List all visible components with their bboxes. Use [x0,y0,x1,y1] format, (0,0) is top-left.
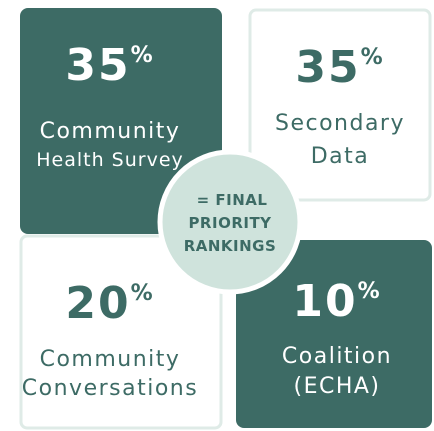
label: Community [40,119,181,144]
percent: 35% [65,40,154,91]
panel-box [236,240,432,428]
label: Secondary [275,111,405,136]
percent: 10% [292,276,381,327]
center-circle [157,149,303,295]
panel-box [20,8,222,234]
label: Community [40,347,181,372]
label: Conversations [22,376,198,401]
center-text: RANKINGS [184,237,277,255]
label: Health Survey [36,149,184,171]
label: Coalition [282,344,392,369]
percent: 20% [65,278,154,329]
percent: 35% [295,42,384,93]
panel-box [248,8,432,202]
center-text: PRIORITY [188,214,272,232]
label: Data [311,144,370,169]
center-text: = FINAL [197,191,268,209]
panel-box [19,234,223,430]
label: (ECHA) [293,374,380,399]
